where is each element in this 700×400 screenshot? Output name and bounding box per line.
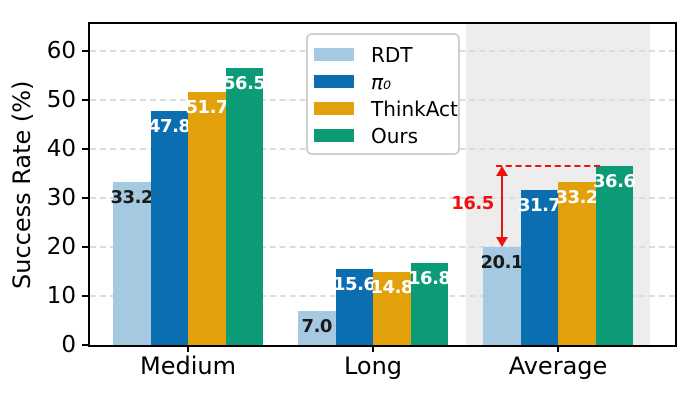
annotation-arrowhead-down — [495, 236, 508, 247]
legend-item-label: RDT — [371, 42, 413, 67]
bar-Ours-Medium — [225, 68, 263, 345]
legend-item-label: ThinkAct — [371, 96, 458, 121]
bar-ThinkAct-Average — [558, 182, 596, 345]
legend-color-patch — [314, 75, 354, 88]
bar-π₀-Average — [520, 189, 558, 345]
x-tick-label-Medium: Medium — [140, 352, 236, 380]
bar-Ours-Average — [595, 165, 633, 345]
bar-RDT-Long — [298, 310, 336, 345]
legend-item-π₀: π₀ — [314, 68, 450, 95]
legend-item-RDT: RDT — [314, 41, 450, 68]
gridline-30 — [90, 197, 675, 199]
bar-value-label: 20.1 — [480, 251, 524, 273]
y-tick-label-60: 60 — [46, 38, 76, 64]
bar-RDT-Medium — [113, 182, 151, 345]
bar-RDT-Average — [483, 246, 521, 345]
bar-ThinkAct-Medium — [188, 91, 226, 345]
plot-canvas: 33.2 47.8 51.7 56.5 7.0 15.6 14.8 16.8 20.1 31.7 3… — [90, 24, 675, 345]
y-tick-mark-60 — [82, 50, 88, 52]
y-tick-label-40: 40 — [46, 136, 76, 162]
bar-value-label: 47.8 — [148, 115, 191, 137]
bar-value-label: 31.7 — [518, 194, 561, 216]
y-tick-label-20: 20 — [46, 234, 76, 260]
legend: RDT π₀ ThinkAct Ours — [306, 33, 460, 155]
bar-value-label: 16.8 — [408, 267, 451, 289]
y-tick-label-10: 10 — [46, 283, 76, 309]
bar-value-label: 36.6 — [593, 170, 636, 192]
annotation-arrow-shaft — [500, 167, 503, 245]
y-tick-mark-10 — [82, 295, 88, 297]
y-tick-label-0: 0 — [61, 332, 76, 358]
bar-value-label: 56.5 — [223, 73, 266, 95]
x-tick-label-Average: Average — [508, 352, 608, 380]
legend-item-ThinkAct: ThinkAct — [314, 95, 458, 122]
bar-π₀-Long — [335, 268, 373, 345]
y-tick-mark-20 — [82, 246, 88, 248]
legend-color-patch — [314, 48, 354, 61]
legend-item-Ours: Ours — [314, 122, 450, 149]
annotation-value-label: 16.5 — [451, 193, 494, 215]
y-tick-label-30: 30 — [46, 185, 76, 211]
legend-item-label: Ours — [371, 123, 419, 148]
bar-value-label: 33.2 — [555, 187, 599, 209]
x-tick-mark-Long — [372, 347, 374, 352]
bar-π₀-Medium — [150, 110, 188, 345]
x-tick-label-Long: Long — [343, 352, 403, 380]
bar-value-label: 7.0 — [301, 315, 333, 337]
y-tick-label-50: 50 — [46, 87, 76, 113]
y-tick-mark-50 — [82, 99, 88, 101]
bar-value-label: 14.8 — [370, 277, 414, 299]
x-tick-mark-Average — [557, 347, 559, 352]
annotation-arrowhead-up — [495, 165, 508, 176]
bar-value-label: 15.6 — [333, 273, 376, 295]
legend-item-label: π₀ — [371, 69, 392, 94]
y-tick-mark-0 — [82, 344, 88, 346]
bar-value-label: 51.7 — [185, 96, 229, 118]
y-tick-mark-30 — [82, 197, 88, 199]
x-tick-mark-Medium — [187, 347, 189, 352]
y-tick-mark-40 — [82, 148, 88, 150]
bar-value-label: 33.2 — [110, 187, 154, 209]
legend-color-patch — [314, 129, 354, 142]
annotation-dashed-line — [495, 164, 600, 167]
gridline-20 — [90, 246, 675, 248]
bar-ThinkAct-Long — [373, 272, 411, 345]
bar-Ours-Long — [410, 262, 448, 345]
legend-color-patch — [314, 102, 354, 115]
